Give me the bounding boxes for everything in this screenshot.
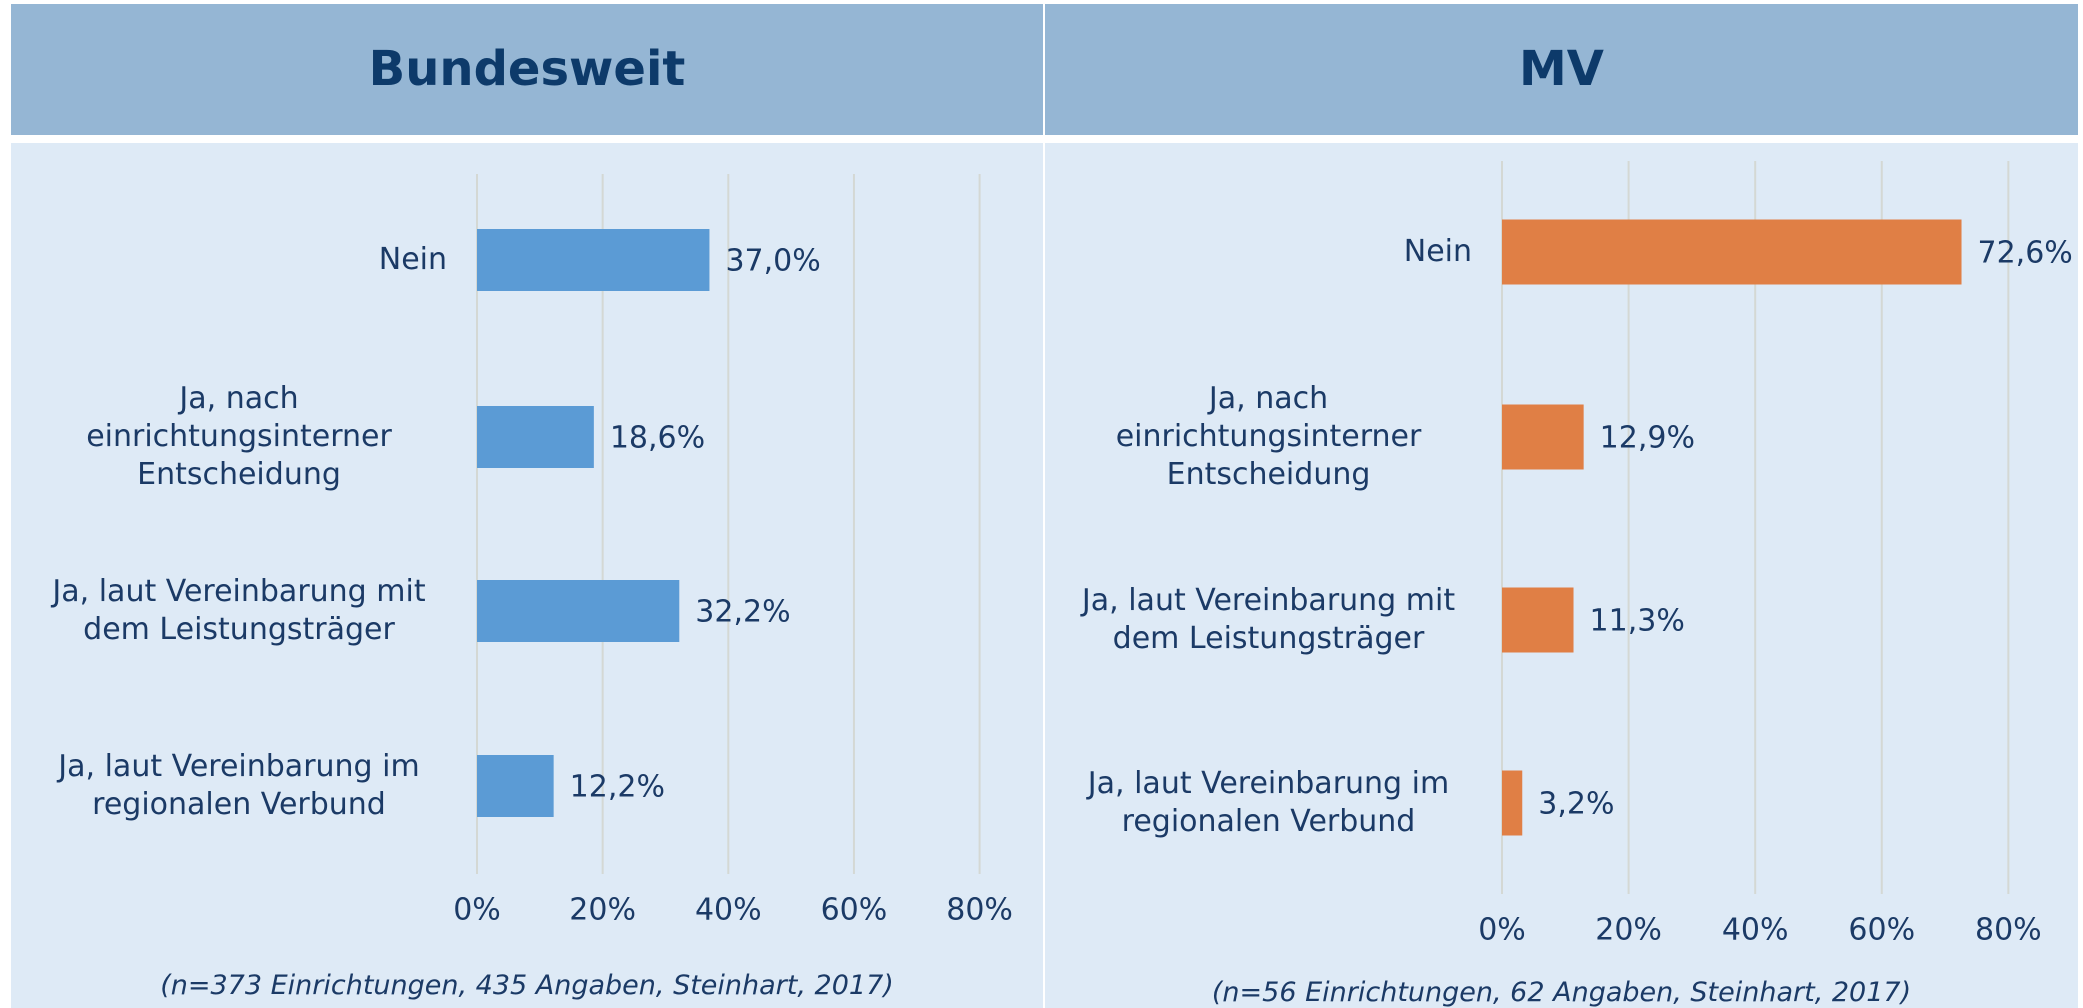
category-label: Nein	[1403, 234, 1472, 269]
x-tick-label: 0%	[453, 893, 501, 928]
category-label: Ja, laut Vereinbarung im regionalen Verb…	[1087, 766, 1450, 839]
panel-header: Bundesweit	[11, 4, 1043, 135]
chart-panel: MV 0% 20% 40% 60% 80% 72,6% 12,9% 11,3% 3,2% Nein J…	[1045, 4, 2078, 1008]
bar	[1502, 770, 1523, 836]
category-label-box: Nein	[31, 190, 447, 330]
chart-title: MV	[1519, 41, 1604, 97]
category-label: Ja, laut Vereinbarung mit dem Leistungst…	[52, 574, 426, 647]
category-label: Ja, nach einrichtungsinterner Entscheidu…	[1115, 381, 1422, 492]
chart: 0% 20% 40% 60% 80% 37,0% 18,6% 32,2% 12,2%	[453, 174, 1013, 928]
category-label-box: Ja, laut Vereinbarung im regionalen Verb…	[31, 716, 447, 856]
bar	[477, 755, 554, 817]
category-label: Ja, laut Vereinbarung im regionalen Verb…	[58, 749, 420, 822]
category-label-box: Ja, nach einrichtungsinterner Entscheidu…	[1065, 367, 1472, 507]
x-tick-label: 60%	[821, 893, 888, 928]
bar	[477, 406, 594, 468]
value-label: 37,0%	[725, 244, 820, 279]
value-label: 3,2%	[1538, 787, 1614, 822]
category-label: Nein	[378, 242, 447, 277]
panel-body: 0% 20% 40% 60% 80% 72,6% 12,9% 11,3% 3,2% Nein Ja,…	[1045, 143, 2078, 1008]
bar	[477, 229, 710, 291]
value-label: 32,2%	[695, 595, 790, 630]
value-label: 18,6%	[610, 421, 705, 456]
footnote: (n=373 Einrichtungen, 435 Angaben, Stein…	[160, 970, 894, 1001]
category-label: Ja, laut Vereinbarung mit dem Leistungst…	[1081, 583, 1456, 656]
category-label-box: Ja, laut Vereinbarung im regionalen Verb…	[1065, 733, 1472, 873]
x-tick-label: 20%	[1595, 913, 1662, 948]
bar	[477, 580, 680, 642]
x-tick-label: 40%	[1722, 913, 1789, 948]
chart-panel: Bundesweit 0% 20% 40% 60% 80% 37,0% 18,6% 32,2% 1…	[11, 4, 1043, 1008]
category-label-box: Ja, nach einrichtungsinterner Entscheidu…	[31, 367, 447, 507]
value-label: 11,3%	[1590, 604, 1685, 639]
category-label-box: Ja, laut Vereinbarung mit dem Leistungst…	[1065, 550, 1472, 690]
category-label-box: Ja, laut Vereinbarung mit dem Leistungst…	[31, 541, 447, 681]
x-tick-label: 40%	[695, 893, 762, 928]
x-tick-label: 60%	[1848, 913, 1915, 948]
x-tick-label: 80%	[946, 893, 1013, 928]
x-tick-label: 0%	[1478, 913, 1526, 948]
panel-body: 0% 20% 40% 60% 80% 37,0% 18,6% 32,2% 12,2% Nein Ja…	[11, 143, 1043, 1008]
x-tick-label: 20%	[569, 893, 636, 928]
value-label: 72,6%	[1978, 236, 2073, 271]
category-label-box: Nein	[1065, 182, 1472, 322]
category-label: Ja, nach einrichtungsinterner Entscheidu…	[86, 381, 392, 492]
chart-title: Bundesweit	[368, 41, 686, 97]
bar	[1502, 404, 1584, 470]
bar	[1502, 219, 1962, 285]
value-label: 12,2%	[570, 770, 665, 805]
chart: 0% 20% 40% 60% 80% 72,6% 12,9% 11,3% 3,2%	[1478, 161, 2073, 948]
bar	[1502, 587, 1574, 653]
panel-header: MV	[1045, 4, 2078, 135]
x-tick-label: 80%	[1975, 913, 2042, 948]
footnote: (n=56 Einrichtungen, 62 Angaben, Steinha…	[1211, 977, 1912, 1008]
value-label: 12,9%	[1600, 421, 1695, 456]
